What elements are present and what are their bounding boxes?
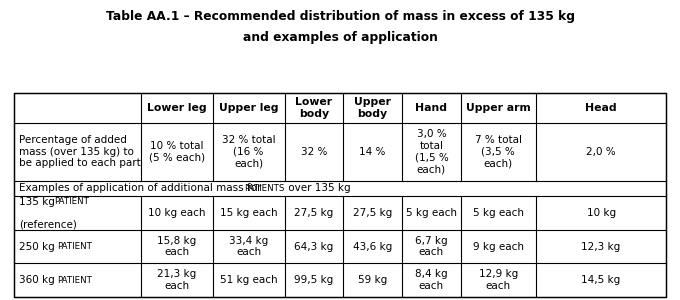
Text: 99,5 kg: 99,5 kg (294, 275, 333, 285)
Text: 15,8 kg
each: 15,8 kg each (157, 236, 197, 257)
Text: 32 %: 32 % (301, 147, 327, 157)
Text: Head: Head (585, 103, 617, 113)
Text: 6,7 kg
each: 6,7 kg each (415, 236, 447, 257)
Text: 10 % total
(5 % each): 10 % total (5 % each) (149, 141, 205, 162)
Text: 12,3 kg: 12,3 kg (581, 242, 621, 251)
Text: 51 kg each: 51 kg each (220, 275, 277, 285)
Text: 59 kg: 59 kg (358, 275, 388, 285)
Text: 7 % total
(3,5 %
each): 7 % total (3,5 % each) (475, 135, 522, 168)
Text: 8,4 kg
each: 8,4 kg each (415, 269, 447, 291)
Text: Percentage of added
mass (over 135 kg) to
be applied to each part: Percentage of added mass (over 135 kg) t… (19, 135, 141, 168)
Text: 14,5 kg: 14,5 kg (581, 275, 621, 285)
Text: Hand: Hand (415, 103, 447, 113)
Text: Lower
body: Lower body (295, 97, 333, 118)
Text: 10 kg each: 10 kg each (148, 208, 205, 218)
Text: 14 %: 14 % (360, 147, 386, 157)
Text: PATIENT: PATIENT (57, 276, 92, 285)
Text: 32 % total
(16 %
each): 32 % total (16 % each) (222, 135, 275, 168)
Text: (reference): (reference) (19, 219, 77, 229)
Text: 360 kg: 360 kg (19, 275, 58, 285)
Text: 3,0 %
total
(1,5 %
each): 3,0 % total (1,5 % each) (415, 129, 448, 174)
Text: 21,3 kg
each: 21,3 kg each (157, 269, 197, 291)
Text: Table AA.1 – Recommended distribution of mass in excess of 135 kg: Table AA.1 – Recommended distribution of… (105, 10, 575, 23)
Text: Examples of application of additional mass for: Examples of application of additional ma… (19, 183, 265, 194)
Text: 135 kg: 135 kg (19, 196, 58, 207)
Text: 33,4 kg
each: 33,4 kg each (229, 236, 268, 257)
Text: 10 kg: 10 kg (587, 208, 615, 218)
Text: Upper leg: Upper leg (219, 103, 278, 113)
Text: 5 kg each: 5 kg each (406, 208, 457, 218)
Text: 27,5 kg: 27,5 kg (353, 208, 392, 218)
Text: 250 kg: 250 kg (19, 242, 58, 251)
Text: over 135 kg: over 135 kg (284, 183, 350, 194)
Text: 12,9 kg
each: 12,9 kg each (479, 269, 518, 291)
Text: PATIENTS: PATIENTS (244, 184, 284, 193)
Text: Upper arm: Upper arm (466, 103, 530, 113)
Text: 43,6 kg: 43,6 kg (353, 242, 392, 251)
Text: 5 kg each: 5 kg each (473, 208, 524, 218)
Text: 27,5 kg: 27,5 kg (294, 208, 333, 218)
Text: PATIENT: PATIENT (57, 242, 92, 251)
Text: and examples of application: and examples of application (243, 31, 437, 44)
Text: Lower leg: Lower leg (147, 103, 207, 113)
Text: Upper
body: Upper body (354, 97, 391, 118)
Text: PATIENT: PATIENT (54, 197, 89, 206)
Text: 2,0 %: 2,0 % (586, 147, 616, 157)
Text: 64,3 kg: 64,3 kg (294, 242, 333, 251)
Text: 15 kg each: 15 kg each (220, 208, 277, 218)
Text: 9 kg each: 9 kg each (473, 242, 524, 251)
